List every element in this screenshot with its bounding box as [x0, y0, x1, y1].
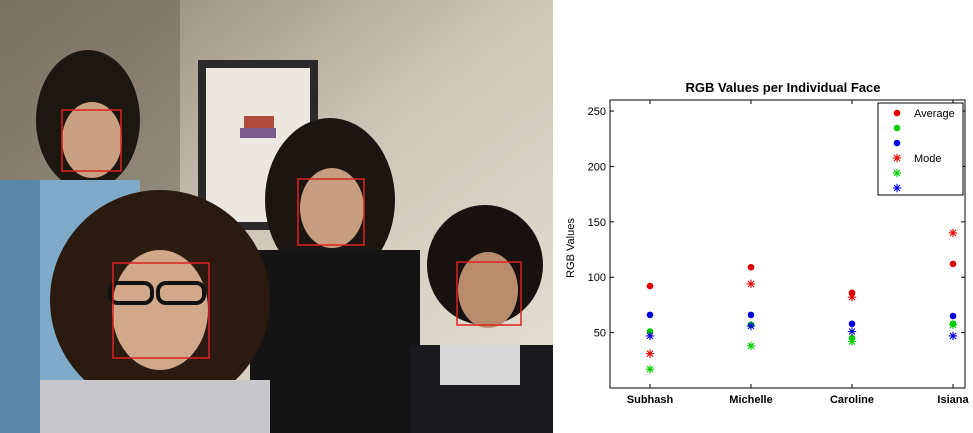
- x-tick-label: Isiana: [937, 394, 969, 406]
- y-tick-label: 200: [588, 161, 606, 173]
- x-tick-label: Subhash: [627, 394, 674, 406]
- y-axis: 50 100 150 200 250: [588, 106, 965, 340]
- person-front: [40, 190, 270, 433]
- rgb-scatter-chart: RGB Values per Individual Face RGB Value…: [565, 80, 969, 406]
- data-point: [948, 320, 958, 330]
- legend: Average Mode: [877, 102, 964, 196]
- face-box: [297, 178, 365, 246]
- legend-label: Average: [914, 108, 955, 120]
- webcam-photo: [0, 0, 553, 433]
- x-axis: Subhash Michelle Caroline Isiana: [627, 100, 969, 406]
- data-point: [949, 312, 957, 320]
- data-point: [746, 321, 756, 331]
- face-box: [61, 109, 122, 172]
- data-point: [645, 364, 655, 374]
- legend-marker: [892, 168, 902, 178]
- data-point: [746, 279, 756, 289]
- data-marks: [645, 228, 958, 374]
- data-point: [948, 228, 958, 238]
- data-point: [747, 311, 755, 319]
- data-point: [646, 282, 654, 290]
- data-point: [948, 331, 958, 341]
- legend-marker: [893, 109, 901, 117]
- data-point: [645, 349, 655, 358]
- face-box: [456, 261, 522, 326]
- y-tick-label: 150: [588, 217, 606, 229]
- data-point: [949, 260, 957, 268]
- legend-marker: [893, 139, 901, 147]
- plot-area: [609, 99, 966, 389]
- data-point: [848, 289, 856, 297]
- y-tick-label: 50: [594, 328, 606, 340]
- data-point: [646, 328, 654, 335]
- legend-marker: [892, 153, 902, 163]
- x-tick-label: Caroline: [830, 394, 874, 406]
- data-point: [747, 263, 755, 271]
- x-tick-label: Michelle: [729, 394, 772, 406]
- data-point: [645, 331, 655, 341]
- y-tick-label: 250: [588, 106, 606, 118]
- data-point: [746, 341, 756, 351]
- legend-box: [877, 102, 964, 196]
- legend-marker: [893, 124, 901, 132]
- data-point: [847, 337, 857, 346]
- data-point: [847, 327, 857, 336]
- y-tick-label: 100: [588, 272, 606, 284]
- data-point: [646, 311, 654, 319]
- face-box: [112, 262, 210, 359]
- data-point: [848, 320, 856, 328]
- y-axis-label: RGB Values: [565, 218, 577, 278]
- legend-label: Mode: [914, 153, 942, 165]
- data-point: [847, 292, 857, 302]
- person-right: [410, 205, 553, 433]
- chart-title: RGB Values per Individual Face: [685, 80, 880, 95]
- legend-marker: [892, 183, 902, 193]
